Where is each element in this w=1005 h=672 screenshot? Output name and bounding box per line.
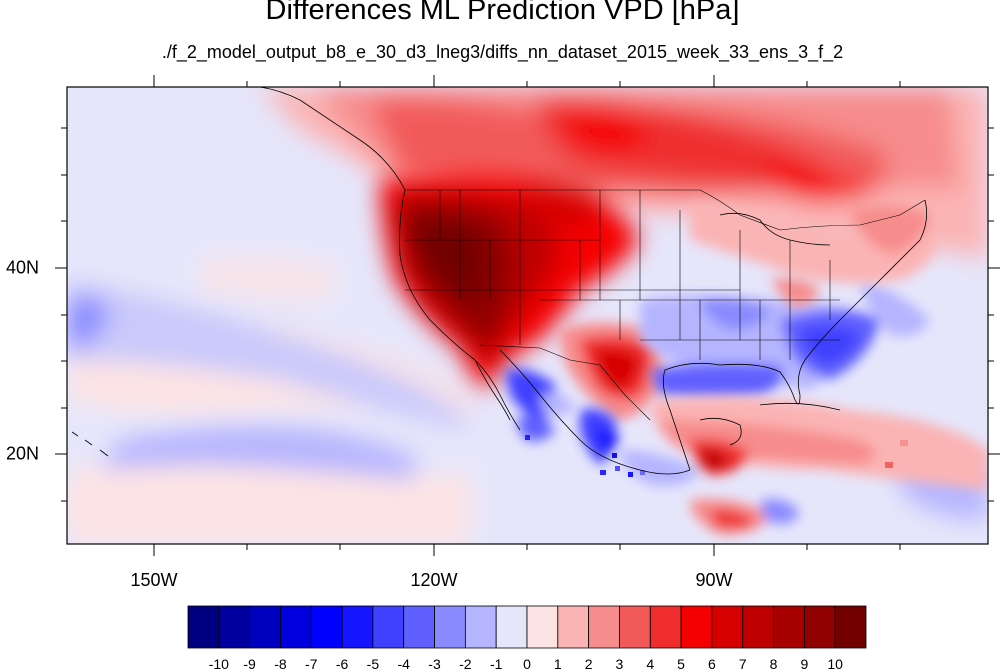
colorbar	[187, 605, 867, 649]
map-subtitle: ./f_2_model_output_b8_e_30_d3_lneg3/diff…	[161, 42, 844, 62]
state-lines	[405, 190, 840, 360]
colorbar-box	[834, 605, 867, 649]
colorbar-label: -1	[489, 656, 503, 672]
field-west-us	[380, 176, 640, 390]
colorbar-box	[218, 605, 251, 649]
colorbar-box	[649, 605, 682, 649]
colorbar-label: 5	[677, 656, 685, 672]
colorbar-label: 9	[800, 656, 809, 672]
map-field	[67, 87, 988, 544]
colorbar-box	[403, 605, 435, 649]
colorbar-box	[341, 605, 374, 649]
coast-gulf-california	[499, 349, 691, 475]
colorbar-box	[588, 605, 620, 649]
colorbar-label: -9	[243, 656, 256, 672]
coast-baja	[474, 359, 511, 421]
colorbar-box	[372, 605, 405, 649]
colorbar-box	[803, 605, 836, 649]
colorbar-label: -8	[274, 656, 287, 672]
field-east-us	[640, 280, 930, 398]
coast-canada-west	[259, 87, 406, 191]
map-borders	[405, 189, 926, 421]
coast-yucatan	[699, 417, 742, 446]
colorbar-box	[680, 605, 713, 649]
border-us-mexico	[479, 344, 651, 421]
map-coastlines	[71, 87, 928, 475]
lon-tick-label-90w: 90W	[695, 570, 733, 590]
field-tropics	[650, 396, 988, 535]
field-noise	[525, 435, 908, 477]
border-us-canada	[405, 189, 926, 231]
coast-hawaii	[71, 431, 109, 457]
colorbar-label: 6	[708, 656, 716, 672]
lon-tick-label-150w: 150W	[130, 570, 178, 590]
coast-great-lakes	[719, 212, 831, 246]
colorbar-box	[742, 605, 774, 649]
field-south-central	[560, 322, 664, 420]
field-ocean-bands	[67, 256, 988, 544]
colorbar-box	[310, 605, 343, 649]
colorbar-label: 10	[827, 656, 843, 672]
colorbar-label: 0	[523, 656, 531, 672]
colorbar-label: 7	[738, 656, 747, 672]
lon-tick-label-120w: 120W	[410, 570, 458, 590]
coast-west	[399, 189, 521, 431]
colorbar-label: 1	[553, 656, 562, 672]
colorbar-box	[526, 605, 559, 649]
colorbar-label: -4	[397, 656, 410, 672]
field-mexico	[505, 369, 700, 486]
colorbar-label: -6	[335, 656, 349, 672]
colorbar-label: 4	[646, 656, 655, 672]
axis-ticks	[55, 75, 1000, 556]
colorbar-label: -10	[208, 656, 229, 672]
colorbar-box	[619, 605, 651, 649]
colorbar-label: 3	[615, 656, 624, 672]
colorbar-label: -3	[428, 656, 441, 672]
lat-tick-label-40n: 40N	[5, 257, 39, 278]
colorbar-box	[773, 605, 805, 649]
colorbar-label: 8	[769, 656, 778, 672]
colorbar-box	[557, 605, 590, 649]
colorbar-box	[434, 605, 466, 649]
field-northeast	[690, 200, 936, 306]
colorbar-box	[464, 605, 497, 649]
map-title: Differences ML Prediction VPD [hPa]	[265, 0, 740, 26]
colorbar-label: 2	[584, 656, 593, 672]
colorbar-box	[187, 605, 220, 649]
colorbar-box	[711, 605, 744, 649]
colorbar-box	[495, 605, 528, 649]
coast-cuba	[759, 402, 841, 411]
colorbar-box	[249, 605, 281, 649]
lat-tick-label-20n: 20N	[5, 443, 39, 464]
colorbar-box	[280, 605, 312, 649]
colorbar-label: -7	[305, 656, 318, 672]
colorbar-label: -5	[366, 656, 380, 672]
field-canada	[260, 87, 988, 260]
colorbar-label: -2	[459, 656, 472, 672]
